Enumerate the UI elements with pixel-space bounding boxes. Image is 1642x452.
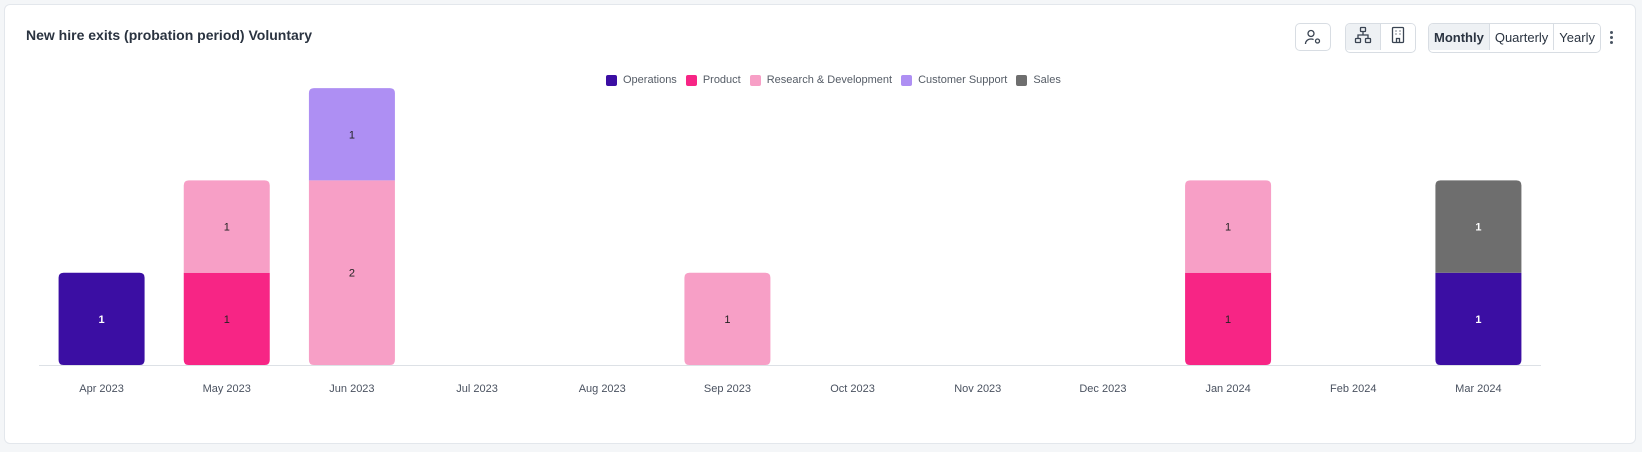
legend-label: Research & Development — [766, 74, 893, 86]
period-toggle: Monthly Quarterly Yearly — [1428, 23, 1601, 53]
bar-segment[interactable] — [684, 272, 771, 365]
chart-title: New hire exits (probation period) Volunt… — [26, 27, 312, 43]
data-label: 1 — [224, 314, 230, 326]
view-toggle-group — [1345, 23, 1416, 53]
kebab-menu-icon[interactable] — [1603, 27, 1619, 47]
x-tick-label: Sep 2023 — [704, 383, 751, 395]
user-settings-icon — [1304, 28, 1322, 46]
bar-chart: 1 Apr 2023 1 1 May 2023 2 1 Jun 2023 Jul 2023 Aug… — [39, 88, 1541, 395]
legend-swatch — [1016, 74, 1028, 86]
chart-card: New hire exits (probation period) Volunt… — [4, 4, 1636, 444]
x-tick-label: Jul 2023 — [456, 383, 498, 395]
bar-segment[interactable] — [1185, 272, 1272, 365]
data-label: 1 — [724, 314, 730, 326]
x-tick-label: Jun 2023 — [329, 383, 374, 395]
bar-segment[interactable] — [58, 272, 145, 365]
x-tick-label: Feb 2024 — [1330, 383, 1376, 395]
legend-swatch — [749, 74, 761, 86]
user-filter-button[interactable] — [1295, 23, 1331, 51]
data-label: 1 — [1475, 314, 1481, 326]
legend-swatch — [685, 74, 697, 86]
bar-segment[interactable] — [183, 272, 270, 365]
data-label: 1 — [1475, 222, 1481, 234]
period-monthly-button[interactable]: Monthly — [1429, 24, 1489, 50]
legend-item[interactable]: Research & Development — [749, 74, 893, 86]
bar-segment[interactable] — [1185, 180, 1272, 273]
period-quarterly-button[interactable]: Quarterly — [1488, 24, 1554, 50]
x-tick-label: Oct 2023 — [830, 383, 875, 395]
legend-swatch — [606, 74, 617, 86]
legend-item[interactable]: Sales — [1016, 74, 1061, 86]
legend-label: Operations — [623, 74, 677, 86]
legend-label: Product — [702, 74, 741, 86]
x-tick-label: May 2023 — [203, 383, 251, 395]
bar-segment[interactable] — [308, 88, 395, 181]
legend-item[interactable]: Operations — [606, 74, 677, 86]
bar-segment[interactable] — [1435, 272, 1522, 365]
org-chart-view-button[interactable] — [1346, 24, 1380, 50]
legend-item[interactable]: Product — [685, 74, 741, 86]
x-tick-label: Jan 2024 — [1205, 383, 1250, 395]
chart-legend: Operations Product Research & Development C… — [606, 74, 1061, 86]
data-label: 1 — [99, 314, 105, 326]
x-tick-label: Mar 2024 — [1455, 383, 1501, 395]
bar-segment[interactable] — [308, 180, 395, 365]
data-label: 1 — [349, 129, 355, 141]
x-tick-label: Dec 2023 — [1079, 383, 1126, 395]
data-label: 1 — [1225, 314, 1231, 326]
x-tick-label: Nov 2023 — [954, 383, 1001, 395]
legend-swatch — [901, 74, 913, 86]
data-label: 2 — [349, 268, 355, 280]
building-icon — [1389, 26, 1407, 49]
bar-segment[interactable] — [1435, 180, 1522, 273]
legend-label: Sales — [1033, 74, 1061, 86]
bar-segment[interactable] — [183, 180, 270, 273]
data-label: 1 — [1225, 222, 1231, 234]
building-view-button[interactable] — [1380, 24, 1415, 50]
x-tick-label: Aug 2023 — [579, 383, 626, 395]
legend-item[interactable]: Customer Support — [901, 74, 1007, 86]
data-label: 1 — [224, 222, 230, 234]
legend-label: Customer Support — [918, 74, 1008, 86]
period-yearly-button[interactable]: Yearly — [1553, 24, 1600, 50]
org-chart-icon — [1354, 26, 1372, 49]
x-tick-label: Apr 2023 — [79, 383, 124, 395]
